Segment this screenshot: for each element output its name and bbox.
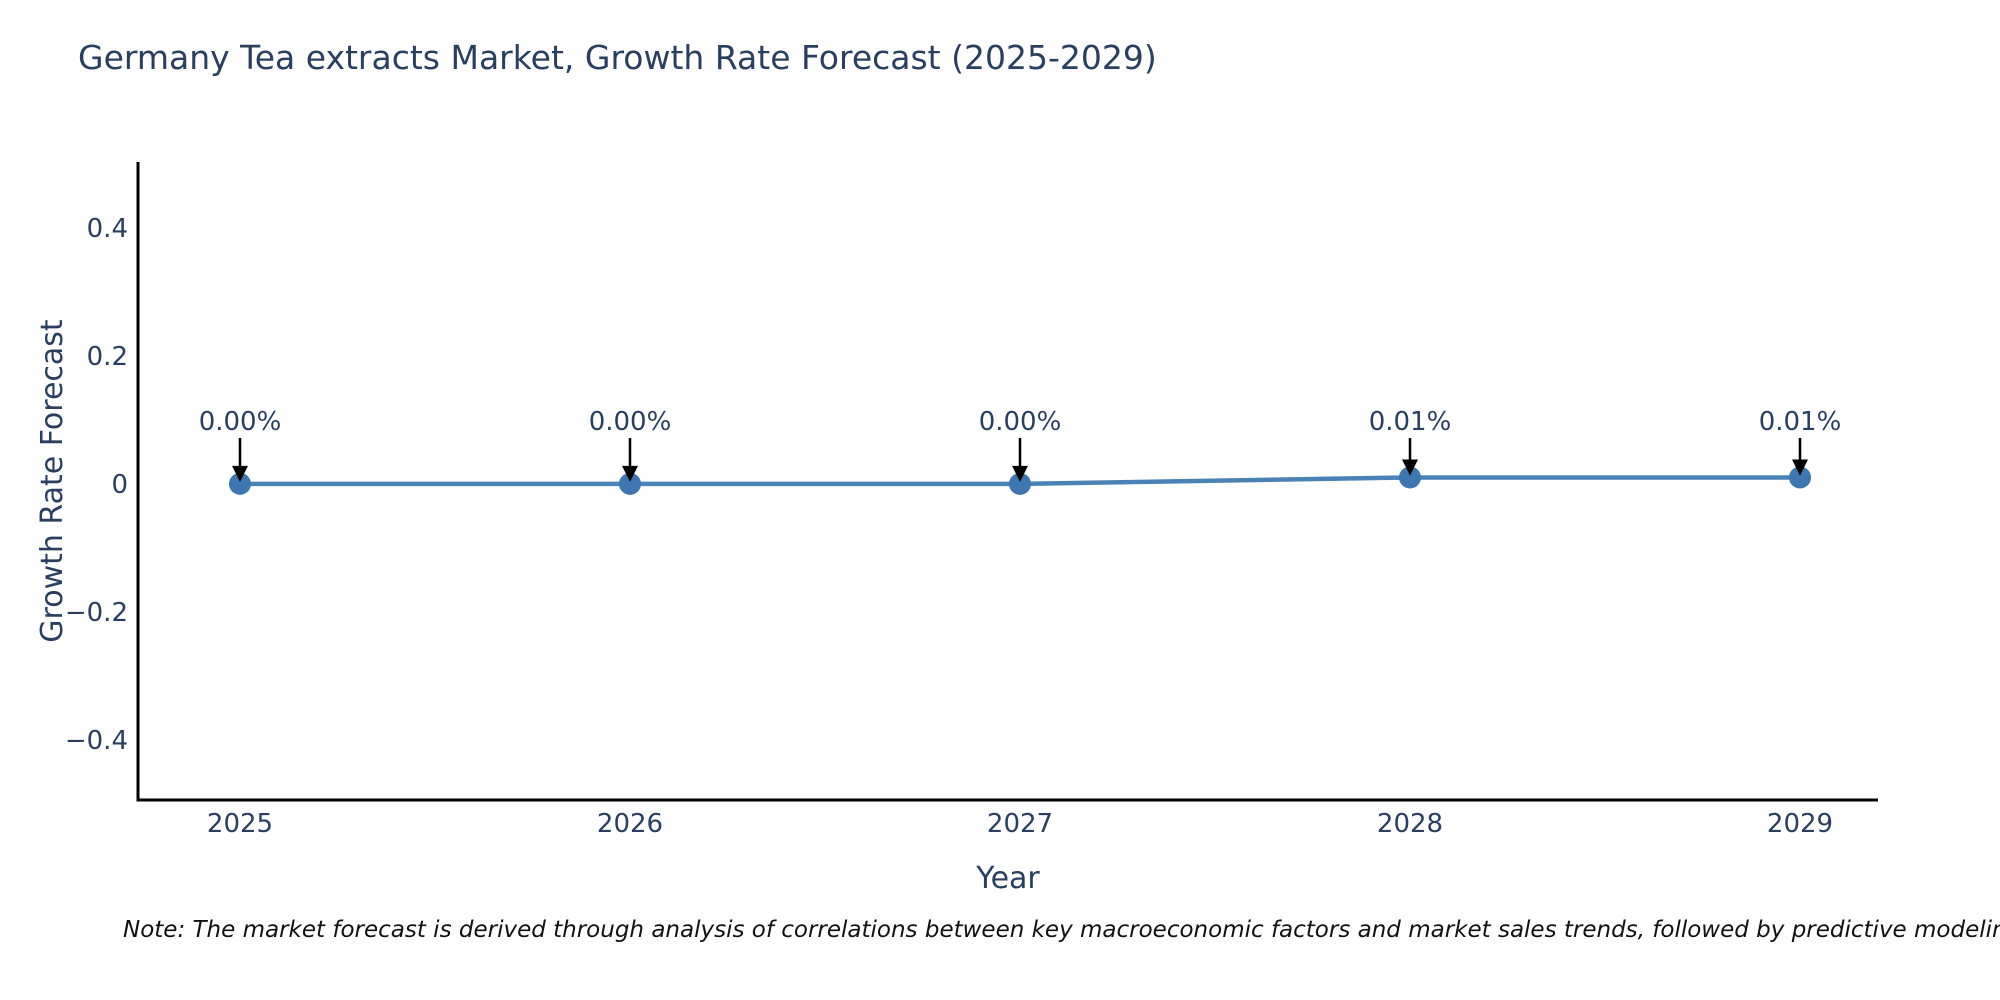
chart-title: Germany Tea extracts Market, Growth Rate… (78, 38, 1157, 77)
y-tick-label: 0.4 (87, 214, 128, 244)
x-tick-label: 2027 (987, 809, 1053, 839)
y-tick-label: 0.2 (87, 342, 128, 372)
axis-spines (136, 162, 1878, 802)
x-tick-label: 2029 (1767, 809, 1833, 839)
data-point-marker (1789, 466, 1811, 489)
data-point-marker (619, 472, 641, 495)
annotation-arrowhead (1792, 459, 1808, 476)
y-axis-tick-labels: 0.4 0.2 0 −0.2 −0.4 (65, 214, 128, 756)
point-value-label: 0.00% (199, 407, 282, 437)
data-point-marker (1009, 472, 1031, 495)
x-tick-label: 2028 (1377, 809, 1443, 839)
point-annotations: 0.00% 0.00% 0.00% 0.01% 0.01% (199, 407, 1842, 482)
annotation-arrowhead (1402, 459, 1418, 476)
point-value-label: 0.00% (979, 407, 1062, 437)
y-tick-label: −0.4 (65, 726, 128, 756)
y-tick-label: 0 (111, 470, 128, 500)
x-axis-tick-labels: 2025 2026 2027 2028 2029 (207, 809, 1833, 839)
y-tick-label: −0.2 (65, 598, 128, 628)
x-tick-label: 2025 (207, 809, 273, 839)
annotation-arrowhead (622, 465, 638, 482)
data-point-marker (1399, 466, 1421, 489)
point-value-label: 0.01% (1759, 407, 1842, 437)
x-axis-title: Year (975, 861, 1040, 896)
point-value-label: 0.00% (589, 407, 672, 437)
x-tick-label: 2026 (597, 809, 663, 839)
data-point-marker (229, 472, 251, 495)
annotation-arrowhead (232, 465, 248, 482)
data-point-markers (229, 466, 1811, 495)
footnote: Note: The market forecast is derived thr… (123, 917, 2000, 943)
point-value-label: 0.01% (1369, 407, 1452, 437)
y-axis-title: Growth Rate Forecast (35, 319, 70, 643)
annotation-arrowhead (1012, 465, 1028, 482)
